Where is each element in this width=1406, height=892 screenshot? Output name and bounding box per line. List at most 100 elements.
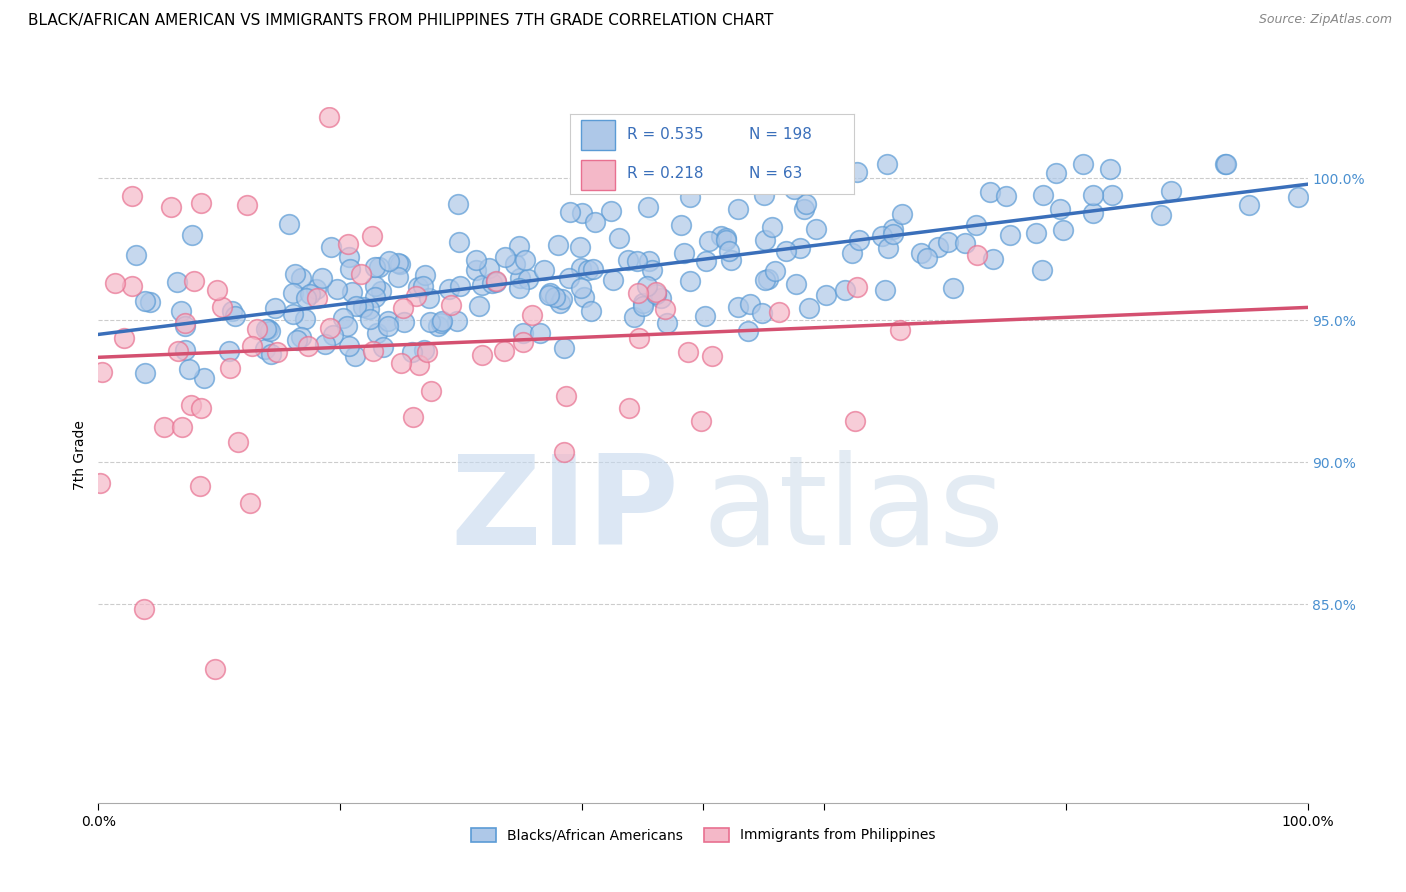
Point (508, 280, 530, 294)
Point (845, 165, 868, 179)
Point (180, 398, 202, 412)
Point (870, 229, 893, 244)
Point (628, 331, 651, 345)
Point (91, 365, 114, 379)
Point (693, 309, 716, 323)
Point (211, 300, 233, 314)
Point (173, 343, 195, 358)
Point (221, 303, 243, 318)
Point (170, 303, 193, 318)
Point (337, 339, 360, 353)
Point (1083, 206, 1105, 220)
Point (583, 215, 606, 229)
Point (1025, 226, 1047, 240)
Point (558, 271, 581, 285)
Point (370, 284, 392, 298)
Point (727, 301, 749, 315)
Point (841, 245, 863, 260)
Point (789, 241, 811, 255)
Point (359, 311, 381, 326)
Point (406, 279, 429, 293)
Point (190, 195, 212, 210)
Point (290, 271, 312, 285)
Point (339, 262, 361, 277)
Point (173, 316, 195, 330)
Point (756, 272, 779, 286)
Point (152, 419, 174, 434)
Point (284, 267, 307, 281)
Point (806, 222, 828, 236)
Point (132, 602, 155, 616)
Point (471, 348, 494, 362)
Point (718, 244, 741, 258)
Point (737, 324, 759, 338)
Point (637, 200, 659, 214)
Point (281, 286, 304, 301)
Point (616, 252, 638, 267)
Point (392, 301, 415, 315)
Point (846, 280, 869, 294)
Point (503, 257, 526, 271)
Point (426, 319, 449, 334)
Point (492, 343, 515, 358)
Point (419, 315, 441, 329)
Point (360, 228, 382, 243)
Point (311, 270, 333, 285)
Point (190, 401, 212, 416)
Point (366, 326, 388, 340)
Point (953, 235, 976, 250)
Point (768, 305, 790, 319)
Point (512, 326, 534, 340)
Point (1215, 157, 1237, 171)
Point (160, 200, 183, 214)
Point (420, 384, 443, 399)
Point (831, 160, 853, 174)
Point (363, 344, 385, 359)
Point (246, 322, 269, 336)
Point (297, 339, 319, 353)
Point (1098, 161, 1121, 176)
Point (754, 273, 776, 287)
Point (364, 279, 387, 293)
Point (783, 182, 806, 196)
Point (538, 286, 561, 301)
Point (277, 217, 299, 231)
Point (966, 247, 988, 261)
Point (581, 304, 603, 318)
Point (181, 228, 204, 243)
Point (239, 496, 262, 510)
Point (336, 319, 359, 334)
Point (981, 252, 1004, 267)
Point (520, 308, 543, 322)
Point (484, 276, 506, 290)
Point (363, 290, 385, 304)
Point (554, 389, 576, 403)
Point (891, 207, 914, 221)
Point (344, 299, 367, 313)
Point (388, 257, 411, 271)
Point (979, 186, 1001, 200)
Point (578, 262, 600, 277)
Point (623, 310, 645, 325)
Point (848, 233, 870, 247)
Point (834, 283, 856, 297)
Point (631, 296, 654, 310)
Point (793, 202, 815, 216)
Point (134, 366, 156, 380)
Point (236, 198, 259, 212)
Point (1032, 188, 1054, 202)
Point (602, 273, 624, 287)
Point (290, 330, 312, 344)
Point (430, 314, 453, 328)
Point (478, 260, 501, 275)
Point (371, 340, 394, 354)
Point (449, 235, 471, 250)
Point (266, 345, 288, 359)
Point (121, 279, 143, 293)
Point (387, 255, 409, 269)
Point (571, 205, 593, 219)
Point (844, 413, 866, 427)
Point (343, 349, 366, 363)
Point (994, 189, 1017, 203)
Point (936, 235, 959, 249)
